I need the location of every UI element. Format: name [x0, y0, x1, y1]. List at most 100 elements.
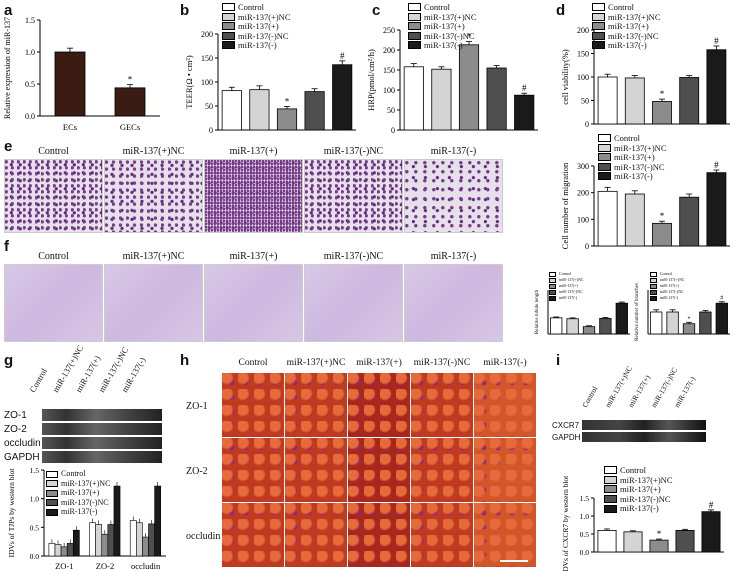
tube-micrograph — [4, 264, 103, 342]
ytick-label-g: 1.0 — [30, 495, 40, 504]
migration-micrograph — [204, 159, 303, 233]
bar-g — [148, 523, 155, 557]
legend-entry: Control — [598, 134, 667, 143]
legend-entry: miR-137(-) — [222, 41, 291, 50]
legend-swatch — [604, 495, 617, 504]
legend-swatch — [222, 3, 235, 12]
bar-c — [403, 66, 424, 131]
ytick-label-c: 200 — [383, 46, 395, 55]
sig-mark-b: # — [340, 51, 345, 61]
ytick-label-d2: 100 — [577, 215, 589, 224]
legend-label: Control — [559, 271, 572, 277]
legend-swatch — [222, 12, 235, 21]
legend-label: miR-137(+)NC — [61, 478, 111, 488]
bar-f2 — [715, 302, 728, 335]
legend-entry: miR-137(-) — [592, 41, 661, 50]
ytick-label-i: 1.0 — [580, 512, 590, 521]
legend-entry: miR-137(+)NC — [604, 475, 673, 485]
ytick-label-b: 0 — [209, 126, 213, 135]
bar-f1 — [599, 318, 612, 335]
sig-mark-f2: # — [720, 296, 723, 302]
bar-i — [675, 530, 695, 553]
ytick-label-g: 0.0 — [30, 552, 40, 561]
bar-d2 — [624, 193, 645, 247]
legend-swatch — [222, 22, 235, 31]
legend-label: miR-137(-) — [620, 503, 659, 514]
bar-g — [136, 522, 143, 557]
legend-entry: miR-137(-)NC — [222, 30, 291, 41]
if-micrograph — [474, 503, 536, 567]
if-micrograph — [348, 373, 410, 437]
if-micrograph — [474, 438, 536, 502]
legend-entry: miR-137(-)NC — [598, 162, 667, 172]
panel-label-d: d — [556, 2, 566, 19]
legend-entry: miR-137(-)NC — [549, 289, 584, 295]
if-micrograph — [222, 373, 284, 437]
if-column-label: miR-137(-) — [483, 358, 527, 368]
bar-f1 — [615, 302, 628, 335]
legend-swatch — [598, 143, 611, 152]
legend-entry: miR-137(-)NC — [46, 498, 110, 508]
ytick-label-b: 200 — [201, 30, 213, 39]
bar-i — [623, 531, 643, 553]
legend-label: miR-137(+) — [424, 21, 465, 31]
if-micrograph — [222, 438, 284, 502]
bar-g — [54, 544, 62, 557]
if-micrograph — [222, 503, 284, 567]
bar-f2 — [699, 311, 712, 335]
if-micrograph — [285, 503, 347, 567]
migration-micrograph — [4, 159, 103, 233]
legend-swatch — [222, 31, 235, 40]
legend-entry: miR-137(+) — [604, 485, 673, 494]
ytick-label-i: 0.5 — [580, 530, 590, 539]
legend-swatch — [598, 162, 611, 171]
legend-label: Control — [61, 469, 86, 478]
legend-entry: miR-137(-) — [604, 504, 673, 513]
panel-label-h: h — [180, 352, 190, 369]
legend-label: miR-137(+) — [61, 488, 100, 497]
bar-d1 — [706, 49, 727, 125]
micrograph-caption: miR-137(-)NC — [323, 251, 384, 262]
blot-protein-label: ZO-1 — [4, 410, 27, 421]
bar-b — [221, 90, 242, 131]
legend-label: Control — [614, 133, 640, 143]
legend-c: Control miR-137(+)NC miR-137(+) miR-137(-)N… — [408, 3, 477, 51]
legend-swatch — [598, 153, 611, 162]
sig-mark-c: * — [467, 32, 472, 42]
legend-label: miR-137(-) — [61, 507, 98, 516]
legend-label: miR-137(+) — [238, 21, 279, 31]
micrograph-caption: miR-137(-)NC — [323, 146, 384, 157]
legend-entry: miR-137(-)NC — [408, 31, 477, 41]
bar-d1 — [624, 77, 645, 125]
legend-swatch — [598, 172, 611, 181]
bar-d1 — [679, 77, 700, 125]
legend-d: Control miR-137(+)NC miR-137(+) miR-137(-)N… — [592, 3, 661, 51]
legend-swatch — [592, 3, 605, 12]
legend-label: miR-137(+) — [660, 283, 680, 289]
legend-entry: Control — [592, 3, 661, 12]
ylabel-f1: Relative tubule length — [535, 289, 540, 334]
ytick-label-c: 50 — [387, 106, 395, 115]
ylabel-g: IDVs of TJPs by western blot — [7, 468, 16, 558]
legend-swatch — [604, 475, 617, 484]
blot-band — [582, 432, 706, 442]
scale-bar — [500, 560, 528, 562]
legend-entry: miR-137(+)NC — [598, 143, 667, 153]
legend-swatch — [408, 3, 421, 12]
legend-entry: miR-137(+) — [650, 283, 685, 289]
legend-entry: miR-137(+) — [46, 488, 110, 498]
legend-entry: miR-137(-) — [598, 172, 667, 181]
bar-g — [60, 546, 68, 557]
micrograph-caption: miR-137(-) — [430, 251, 477, 262]
bar-c — [514, 94, 535, 131]
migration-micrograph — [304, 159, 403, 233]
sig-mark-c: # — [522, 83, 527, 93]
blot-band — [42, 437, 162, 449]
if-column-label: miR-137(+) — [356, 358, 402, 368]
legend-swatch — [592, 41, 605, 50]
micrograph-caption: miR-137(+) — [229, 146, 278, 157]
legend-label: miR-137(-)NC — [238, 30, 289, 41]
blot-protein-label: GAPDH — [552, 433, 581, 442]
if-micrograph — [348, 438, 410, 502]
legend-label: Control — [608, 2, 634, 12]
